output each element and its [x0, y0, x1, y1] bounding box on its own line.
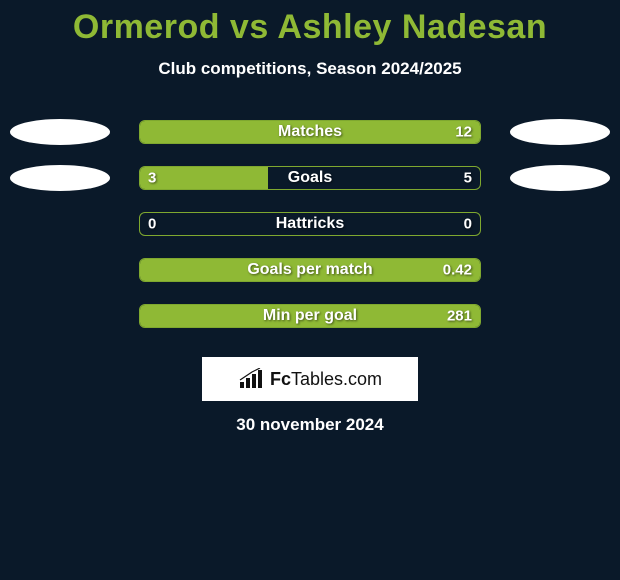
- bar-left-fill: [140, 167, 268, 189]
- stat-bar: 0 0Hattricks: [139, 212, 481, 236]
- player-right-oval: [510, 119, 610, 145]
- logo-box: FcTables.com: [202, 357, 418, 401]
- stat-row: 0 0Hattricks: [0, 201, 620, 247]
- stat-bar: 281Min per goal: [139, 304, 481, 328]
- stat-value-right: 12: [455, 124, 472, 141]
- bars-icon: [238, 368, 264, 390]
- stat-value-left: 0: [148, 216, 156, 233]
- stat-label: Hattricks: [140, 215, 480, 233]
- stat-row: 0.42Goals per match: [0, 247, 620, 293]
- bar-right-fill: [140, 259, 480, 281]
- stat-row: 12Matches: [0, 109, 620, 155]
- logo-text: FcTables.com: [270, 369, 382, 390]
- bar-right-fill: [140, 305, 480, 327]
- stat-value-right: 281: [447, 308, 472, 325]
- page-subtitle: Club competitions, Season 2024/2025: [0, 59, 620, 79]
- player-right-oval: [510, 165, 610, 191]
- stat-bar: 0.42Goals per match: [139, 258, 481, 282]
- logo-text-b: Tables.com: [291, 369, 382, 389]
- player-left-oval: [10, 119, 110, 145]
- stat-value-right: 0: [464, 216, 472, 233]
- page-title: Ormerod vs Ashley Nadesan: [0, 0, 620, 47]
- stat-value-right: 5: [464, 170, 472, 187]
- bar-right-fill: [140, 121, 480, 143]
- logo: FcTables.com: [238, 368, 382, 390]
- stat-bar: 35Goals: [139, 166, 481, 190]
- stat-row: 35Goals: [0, 155, 620, 201]
- stat-value-left: 3: [148, 170, 156, 187]
- date-text: 30 november 2024: [0, 415, 620, 435]
- player-left-oval: [10, 165, 110, 191]
- comparison-rows: 12Matches35Goals00Hattricks0.42Goals per…: [0, 109, 620, 339]
- logo-text-a: Fc: [270, 369, 291, 389]
- stat-value-right: 0.42: [443, 262, 472, 279]
- stat-row: 281Min per goal: [0, 293, 620, 339]
- stat-bar: 12Matches: [139, 120, 481, 144]
